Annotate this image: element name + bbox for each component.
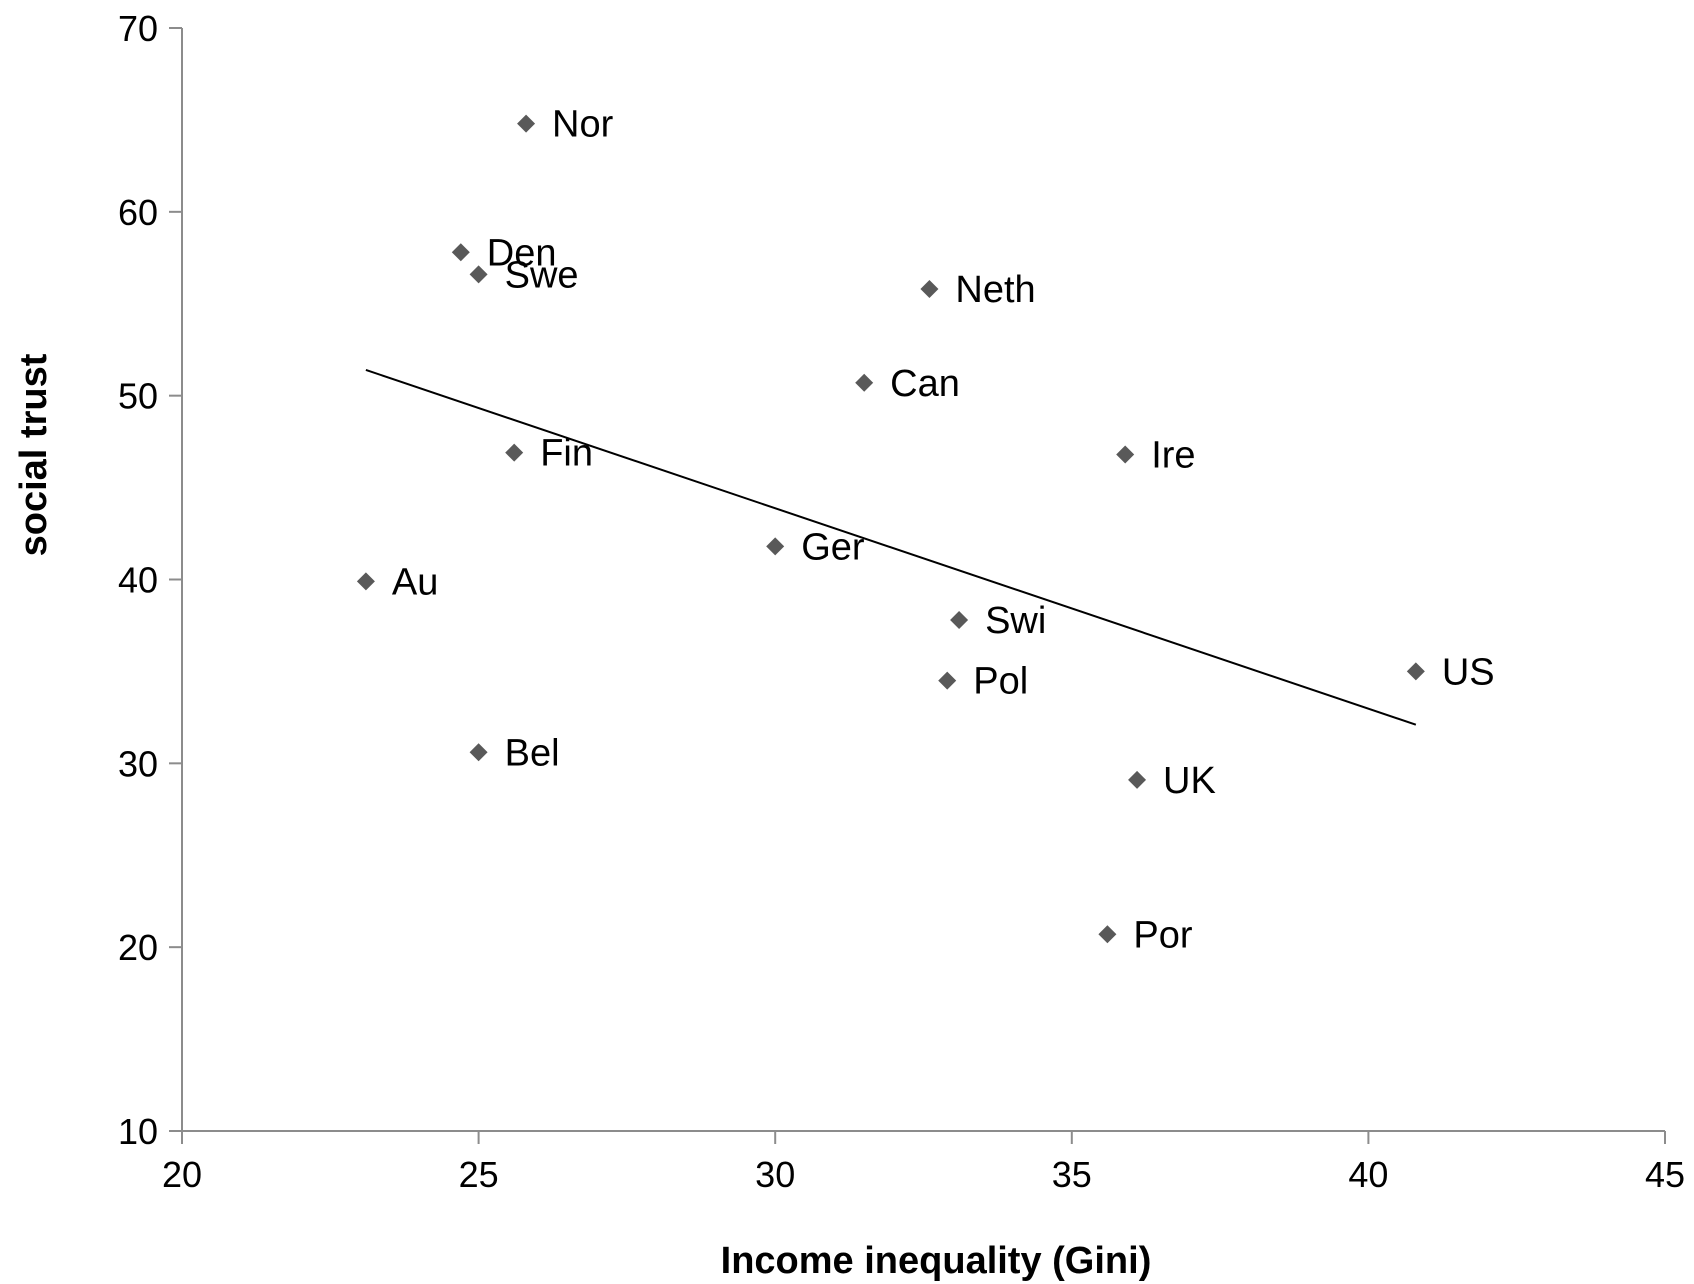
point-can: [855, 373, 874, 392]
y-tick-label-70: 70: [118, 8, 158, 49]
point-label-ger: Ger: [801, 526, 865, 568]
y-axis-title: social trust: [13, 353, 55, 556]
x-tick-label-25: 25: [459, 1154, 499, 1195]
point-label-neth: Neth: [955, 269, 1035, 311]
y-tick-label-10: 10: [118, 1111, 158, 1152]
point-label-den: Den: [487, 232, 557, 274]
y-tick-label-50: 50: [118, 376, 158, 417]
point-ire: [1116, 445, 1135, 464]
point-label-bel: Bel: [505, 732, 560, 774]
point-label-us: US: [1442, 651, 1495, 693]
point-neth: [920, 280, 939, 299]
point-label-can: Can: [890, 363, 960, 405]
point-swe: [469, 265, 488, 284]
point-label-uk: UK: [1163, 760, 1216, 802]
point-pol: [938, 671, 957, 690]
point-label-por: Por: [1133, 914, 1192, 956]
point-label-ire: Ire: [1151, 434, 1195, 476]
y-tick-label-30: 30: [118, 743, 158, 784]
point-nor: [517, 114, 536, 133]
x-tick-label-35: 35: [1052, 1154, 1092, 1195]
point-label-au: Au: [392, 561, 438, 603]
point-label-nor: Nor: [552, 104, 614, 146]
point-fin: [505, 443, 524, 462]
point-label-swe: Swe: [505, 254, 579, 296]
x-tick-label-30: 30: [755, 1154, 795, 1195]
point-au: [356, 572, 375, 591]
point-us: [1406, 662, 1425, 681]
point-label-fin: Fin: [540, 433, 593, 475]
x-tick-label-20: 20: [162, 1154, 202, 1195]
trendline: [365, 368, 1417, 726]
point-por: [1098, 925, 1117, 944]
y-tick-label-60: 60: [118, 192, 158, 233]
x-tick-label-45: 45: [1645, 1154, 1685, 1195]
y-tick-label-40: 40: [118, 560, 158, 601]
trendline-layer: [365, 368, 1417, 726]
point-label-swi: Swi: [985, 600, 1046, 642]
x-axis-title: Income inequality (Gini): [721, 1240, 1152, 1282]
point-bel: [469, 743, 488, 762]
point-uk: [1128, 770, 1147, 789]
point-ger: [766, 537, 785, 556]
point-label-pol: Pol: [973, 661, 1028, 703]
x-tick-label-40: 40: [1348, 1154, 1388, 1195]
point-den: [451, 243, 470, 262]
y-tick-label-20: 20: [118, 927, 158, 968]
point-swi: [950, 610, 969, 629]
